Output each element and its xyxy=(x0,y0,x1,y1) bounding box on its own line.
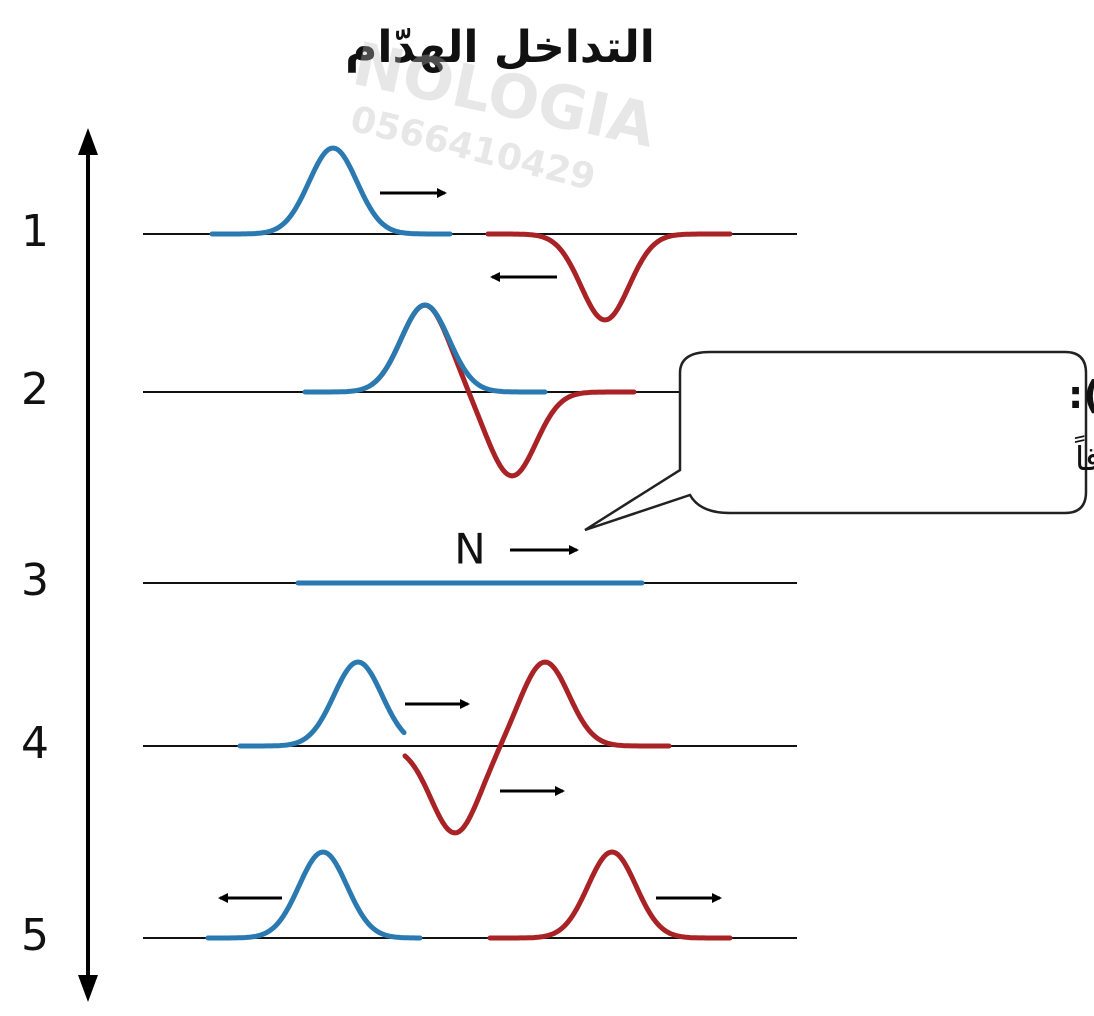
pulse xyxy=(490,852,730,938)
pulse xyxy=(212,148,450,234)
row-number: 3 xyxy=(21,555,49,606)
callout-text: نقطة لا تتحرك إطلاقاً xyxy=(1074,435,1094,479)
node-label: N xyxy=(454,525,485,574)
diagram: التداخل الهدّام NOLOGIA 0566410429 12345… xyxy=(0,0,1094,1016)
row-number: 2 xyxy=(21,364,49,415)
pulse xyxy=(240,662,404,746)
row-number: 4 xyxy=(21,718,49,769)
row-number: 5 xyxy=(21,910,49,961)
row-number: 1 xyxy=(21,206,49,257)
pulse xyxy=(305,305,545,392)
pulse xyxy=(208,852,420,938)
callout-heading: ينتج العقدة (N): xyxy=(1068,373,1094,417)
page: التداخل الهدّام NOLOGIA 0566410429 12345… xyxy=(0,0,1094,1016)
pulse xyxy=(405,662,669,833)
callout-box xyxy=(585,352,1086,530)
